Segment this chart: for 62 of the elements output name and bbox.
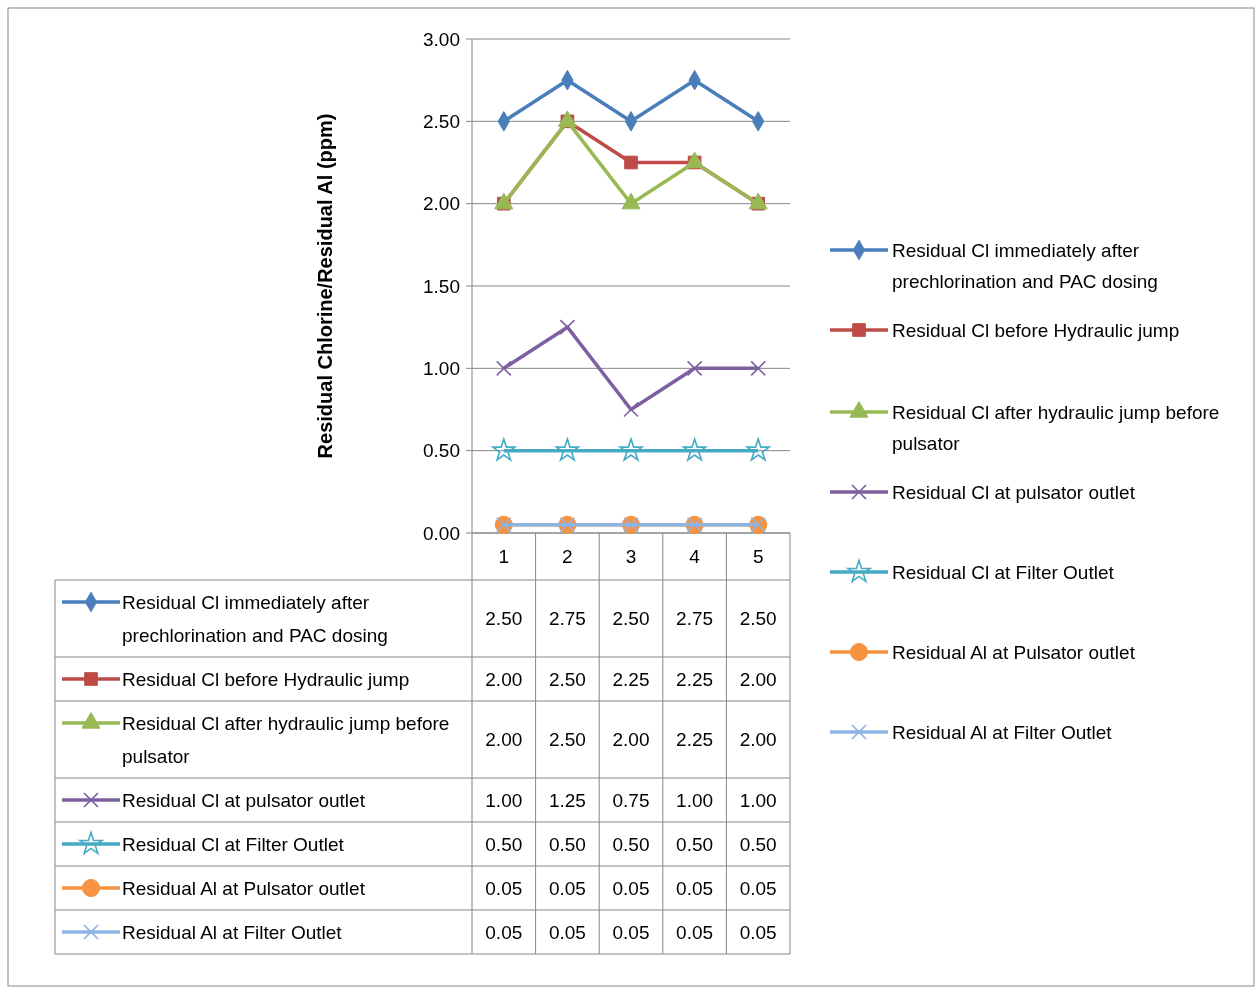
data-label: 2.75 [676,608,714,630]
data-label: 0.75 [612,789,650,811]
data-label: 0.05 [485,877,523,899]
data-label: 1.00 [739,789,777,811]
data-label: 2.25 [612,668,650,690]
data-label: 0.50 [548,833,586,855]
data-label: 2.50 [548,668,586,690]
data-label: 0.50 [676,833,714,855]
data-label: 1.25 [548,789,586,811]
data-label: 0.05 [612,921,650,943]
text: Residual Cl at pulsator outlet [122,789,365,811]
text: Residual Cl before Hydraulic jump [122,668,410,690]
data-label: 2.75 [548,608,586,630]
data-label: 2.00 [612,729,650,751]
y-tick-label: 2.50 [423,110,460,132]
text: Residual Cl immediately after prechlorination and PAC dosing [122,591,388,646]
text: Residual Cl after hydraulic jump before pulsator [122,712,450,767]
x-tick-label: 5 [752,546,764,568]
y-tick-label: 1.00 [423,357,460,379]
y-tick-label: 1.50 [423,275,460,297]
data-label: 0.05 [485,921,523,943]
data-label: 0.50 [739,833,777,855]
y-tick-label: 3.00 [423,28,460,50]
data-label: 2.50 [548,729,586,751]
x-tick-label: 2 [562,546,573,568]
legend-label: Residual Cl immediately after prechlorination and PAC dosing [892,239,1158,292]
data-label: 0.05 [548,877,586,899]
text: Residual Al at Pulsator outlet [122,877,365,899]
data-label: 2.50 [739,608,777,630]
y-tick-label: 0.00 [423,522,460,544]
legend-label: Residual Cl at Filter Outlet [892,561,1115,583]
data-label: 0.05 [676,921,714,943]
legend-label: Residual Cl before Hydraulic jump [892,319,1180,341]
data-label: 2.00 [739,729,777,751]
legend-label: Residual Cl at pulsator outlet [892,481,1136,503]
data-label: 0.05 [612,877,650,899]
y-tick-label: 2.00 [423,193,460,215]
data-label: 1.00 [676,789,714,811]
data-label: 2.00 [485,668,523,690]
data-label: 1.00 [485,789,523,811]
data-label: 2.25 [676,729,714,751]
text: Residual Cl at Filter Outlet [122,833,344,855]
x-tick-label: 3 [625,546,637,568]
y-tick-label: 0.50 [423,440,460,462]
data-label: 2.25 [676,668,714,690]
data-label: 0.05 [739,921,777,943]
data-label: 2.00 [739,668,777,690]
data-label: 2.50 [485,608,523,630]
data-label: 2.00 [485,729,523,751]
data-label: 0.50 [612,833,650,855]
x-tick-label: 4 [689,546,701,568]
legend-label: Residual Al at Pulsator outlet [892,641,1136,663]
data-label: 0.50 [485,833,523,855]
y-axis-title: Residual Chlorine/Residual Al (ppm) [314,113,336,459]
data-label: 0.05 [739,877,777,899]
data-label: 2.50 [612,608,650,630]
data-label: 0.05 [676,877,714,899]
legend-label: Residual Al at Filter Outlet [892,721,1113,743]
x-tick-label: 1 [498,546,510,568]
legend-label: Residual Cl after hydraulic jump before pulsator [892,401,1220,454]
text: Residual Al at Filter Outlet [122,921,342,943]
data-label: 0.05 [548,921,586,943]
